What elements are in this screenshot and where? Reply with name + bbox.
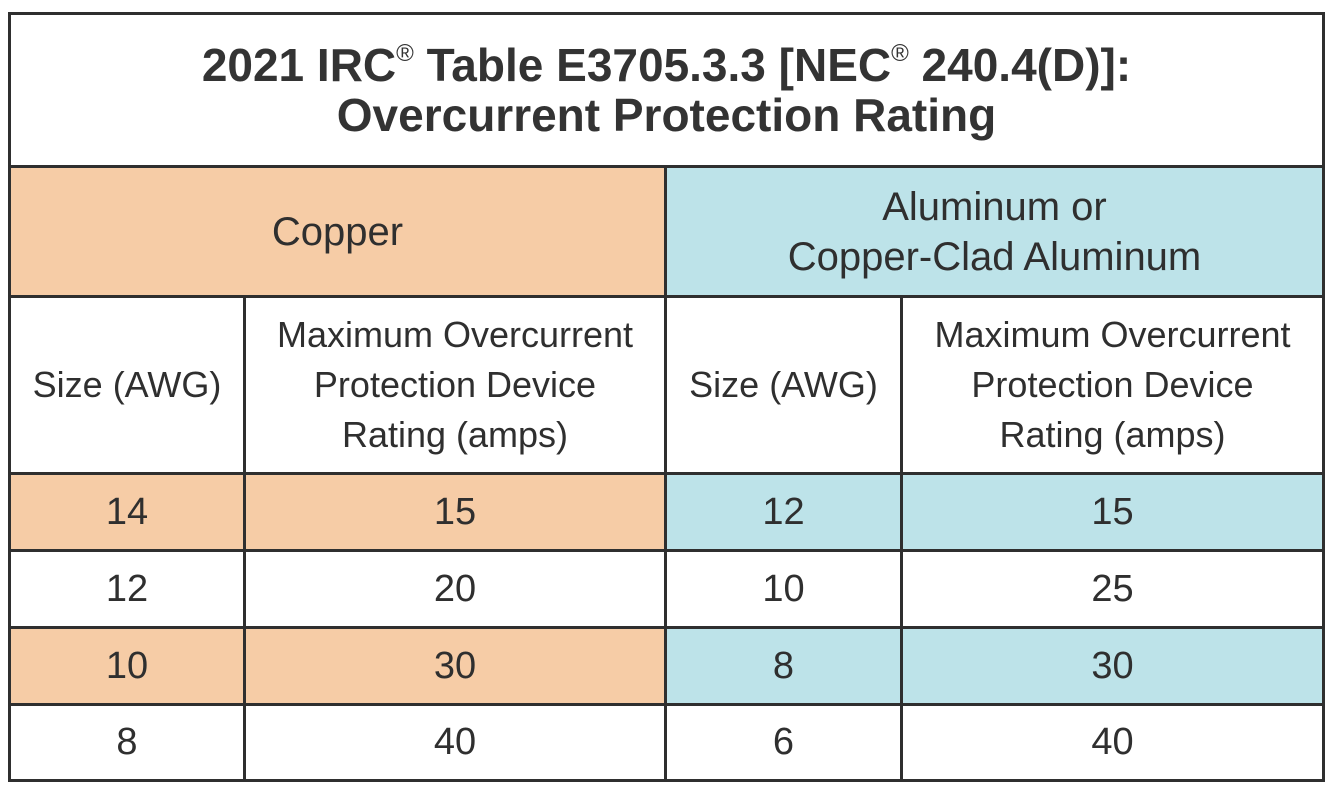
aluminum-rating-cell: 40 [903,706,1322,779]
aluminum-label: Aluminum or Copper-Clad Aluminum [788,182,1202,282]
rating-header-line-1: Maximum Overcurrent [934,314,1291,355]
table-title: 2021 IRC® Table E3705.3.3 [NEC® 240.4(D)… [11,15,1322,168]
copper-size-cell: 14 [11,475,246,549]
copper-group-header: Copper [11,168,667,295]
aluminum-label-line-1: Aluminum or [882,184,1107,229]
table-row: 10 30 8 30 [11,629,1322,706]
copper-rating-cell: 20 [246,552,667,626]
rating-header-line-2: Protection Device [971,364,1254,405]
copper-label: Copper [271,209,404,254]
column-header-row: Size (AWG) Maximum Overcurrent Protectio… [11,298,1322,475]
aluminum-size-header: Size (AWG) [667,298,903,472]
registered-mark: ® [396,40,414,67]
overcurrent-protection-table: 2021 IRC® Table E3705.3.3 [NEC® 240.4(D)… [8,12,1325,782]
copper-rating-header: Maximum Overcurrent Protection Device Ra… [246,298,667,472]
rating-header-label: Maximum Overcurrent Protection Device Ra… [934,310,1290,460]
material-group-row: Copper Aluminum or Copper-Clad Aluminum [11,168,1322,298]
rating-header-line-2: Protection Device [313,364,597,405]
table-row: 14 15 12 15 [11,475,1322,552]
rating-header-label: Maximum Overcurrent Protection Device Ra… [277,310,633,460]
aluminum-label-line-2: Copper-Clad Aluminum [787,234,1202,279]
aluminum-rating-cell: 30 [903,629,1322,703]
aluminum-group-header: Aluminum or Copper-Clad Aluminum [667,168,1322,295]
rating-header-line-1: Maximum Overcurrent [276,314,634,355]
title-line-1: 2021 IRC® Table E3705.3.3 [NEC® 240.4(D)… [202,40,1131,90]
table-row: 12 20 10 25 [11,552,1322,629]
aluminum-size-cell: 6 [667,706,903,779]
title-nec-ref: 240.4(D)]: [908,39,1132,91]
rating-header-line-3: Rating (amps) [999,414,1226,455]
copper-size-header: Size (AWG) [11,298,246,472]
copper-rating-cell: 15 [246,475,667,549]
aluminum-rating-cell: 15 [903,475,1322,549]
rating-header-line-3: Rating (amps) [341,414,569,455]
registered-mark: ® [891,40,909,67]
aluminum-size-cell: 12 [667,475,903,549]
size-header-label: Size (AWG) [689,364,878,405]
aluminum-size-cell: 10 [667,552,903,626]
copper-size-cell: 10 [11,629,246,703]
copper-rating-cell: 30 [246,629,667,703]
aluminum-rating-header: Maximum Overcurrent Protection Device Ra… [903,298,1322,472]
copper-rating-cell: 40 [246,706,667,779]
table-row: 8 40 6 40 [11,706,1322,779]
title-irc: 2021 IRC [201,39,397,91]
title-table-ref: Table E3705.3.3 [NEC [413,39,892,91]
size-header-label: Size (AWG) [32,364,222,405]
aluminum-size-cell: 8 [667,629,903,703]
aluminum-rating-cell: 25 [903,552,1322,626]
copper-size-cell: 8 [11,706,246,779]
copper-size-cell: 12 [11,552,246,626]
title-line-2: Overcurrent Protection Rating [336,89,997,141]
